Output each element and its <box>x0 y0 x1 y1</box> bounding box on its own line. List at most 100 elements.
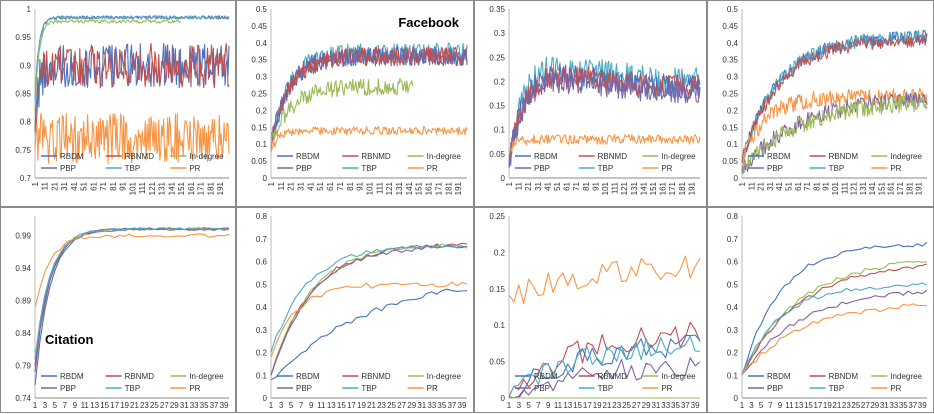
x-tick-label: 21 <box>757 181 766 190</box>
y-tick-label: 0.3 <box>256 326 268 335</box>
x-tick-label: 111 <box>611 181 620 194</box>
y-tick-label: 0.9 <box>20 61 32 70</box>
legend-label: RBDM <box>296 372 320 381</box>
x-tick-label: 171 <box>434 181 443 195</box>
x-tick-label: 111 <box>138 181 147 194</box>
x-tick-label: 15 <box>100 401 109 410</box>
x-tick-label: 71 <box>572 181 581 190</box>
y-tick-label: 0.05 <box>489 358 505 367</box>
chart-title: Facebook <box>398 15 459 30</box>
x-tick-label: 39 <box>458 401 467 410</box>
y-tick-label: 0.3 <box>256 73 268 82</box>
series-line-pr <box>270 281 468 358</box>
y-tick-label: 0.8 <box>256 212 268 221</box>
legend-label: PR <box>661 164 672 173</box>
y-tick-label: 0.1 <box>727 371 739 380</box>
x-tick-label: 1 <box>740 401 745 410</box>
x-tick-label: 25 <box>622 401 631 410</box>
legend-label: In-degree <box>189 152 224 161</box>
legend-label: PR <box>427 384 438 393</box>
series-line-tbp <box>741 282 928 375</box>
x-tick-label: 151 <box>649 181 658 195</box>
chart-svg: 00.10.20.30.40.50.60.70.81 3 5 7 9 11 13 15 17 19… <box>727 212 928 410</box>
y-tick-label: 0 <box>263 394 268 403</box>
x-tick-label: 51 <box>80 181 89 190</box>
y-tick-label: 0.15 <box>722 123 738 132</box>
y-tick-label: 0.45 <box>251 22 267 31</box>
y-tick-label: 0 <box>734 174 739 183</box>
series-line-pr <box>270 126 468 153</box>
y-tick-label: 0.79 <box>15 362 31 371</box>
x-tick-label: 181 <box>905 181 914 195</box>
legend-label: RBDM <box>767 152 791 161</box>
x-tick-label: 3 <box>43 401 48 410</box>
x-tick-label: 191 <box>687 181 696 195</box>
x-tick-label: 121 <box>620 181 629 195</box>
chart-panel-2: 0 0.05 0.1 0.15 0.2 0.25 0.3 0.35 0.4 0.45 0.5 1 11 2… <box>236 0 474 207</box>
x-tick-label: 35 <box>899 401 908 410</box>
x-tick-label: 39 <box>220 401 229 410</box>
x-tick-label: 5 <box>759 401 764 410</box>
x-tick-label: 31 <box>766 181 775 190</box>
x-tick-label: 37 <box>908 401 917 410</box>
series-line-pr <box>508 134 701 156</box>
y-tick-label: 0.45 <box>722 22 738 31</box>
x-tick-label: 17 <box>110 401 119 410</box>
x-tick-label: 161 <box>659 181 668 195</box>
chart-panel-6: 0 0.1 0.2 0.3 0.4 0.5 0.6 0.7 0.8 1 3 5 7 9 11 13 15 17 19… <box>236 207 474 413</box>
legend-label: In-degree <box>427 152 462 161</box>
x-tick-label: 191 <box>915 181 924 195</box>
x-tick-label: 31 <box>297 181 306 190</box>
chart-svg: 00.050.10.150.20.250.30.350.40.450.51 11 2… <box>722 5 928 195</box>
series-line-in-degree <box>741 260 928 376</box>
legend-label: PBP <box>296 164 312 173</box>
y-tick-label: 0.4 <box>727 303 739 312</box>
chart-panel-7: 0 0.05 0.1 0.15 0.2 0.25 1 3 5 7 9 11 13 15 17 19 21 23 25… <box>474 207 707 413</box>
x-tick-label: 11 <box>785 401 794 410</box>
x-tick-label: 29 <box>407 401 416 410</box>
legend-label: Indegree <box>890 152 922 161</box>
legend-label: RBDM <box>60 372 84 381</box>
y-tick-label: 0.2 <box>256 349 268 358</box>
x-tick-label: 101 <box>601 181 610 195</box>
x-tick-label: 21 <box>524 181 533 190</box>
x-tick-label: 23 <box>140 401 149 410</box>
x-tick-label: 39 <box>691 401 700 410</box>
y-tick-label: 0.15 <box>489 285 505 294</box>
x-tick-label: 21 <box>832 401 841 410</box>
x-tick-label: 35 <box>437 401 446 410</box>
y-tick-label: 0.75 <box>15 146 31 155</box>
x-tick-label: 23 <box>612 401 621 410</box>
x-tick-label: 181 <box>206 181 215 195</box>
x-tick-label: 41 <box>543 181 552 190</box>
x-tick-label: 33 <box>661 401 670 410</box>
x-tick-label: 17 <box>583 401 592 410</box>
legend-label: PR <box>890 384 901 393</box>
series-line-pbp <box>508 70 701 168</box>
x-tick-label: 161 <box>425 181 434 195</box>
legend-label: RBDM <box>534 372 558 381</box>
x-tick-label: 35 <box>200 401 209 410</box>
x-tick-label: 35 <box>671 401 680 410</box>
x-tick-label: 21 <box>130 401 139 410</box>
y-tick-label: 0.4 <box>256 39 268 48</box>
x-tick-label: 7 <box>299 401 304 410</box>
x-tick-label: 41 <box>70 181 79 190</box>
series-line-pr <box>34 233 230 308</box>
y-tick-label: 0.99 <box>15 232 31 241</box>
x-tick-label: 1 <box>738 181 747 186</box>
y-tick-label: 0.35 <box>489 5 505 14</box>
x-tick-label: 61 <box>563 181 572 190</box>
x-tick-label: 19 <box>823 401 832 410</box>
legend-label: RBNDM <box>829 372 859 381</box>
legend-label: PBP <box>767 164 783 173</box>
x-tick-label: 31 <box>180 401 189 410</box>
x-tick-label: 181 <box>444 181 453 195</box>
y-tick-label: 0.35 <box>251 56 267 65</box>
legend-label: RBDM <box>60 152 84 161</box>
y-tick-label: 0.15 <box>489 102 505 111</box>
chart-svg: 00.050.10.150.20.251 3 5 7 9 11 13 15 17 19 21 23 25… <box>489 212 701 410</box>
legend-label: PR <box>189 164 200 173</box>
y-tick-label: 0.3 <box>727 73 739 82</box>
series-line-pr <box>34 112 230 165</box>
